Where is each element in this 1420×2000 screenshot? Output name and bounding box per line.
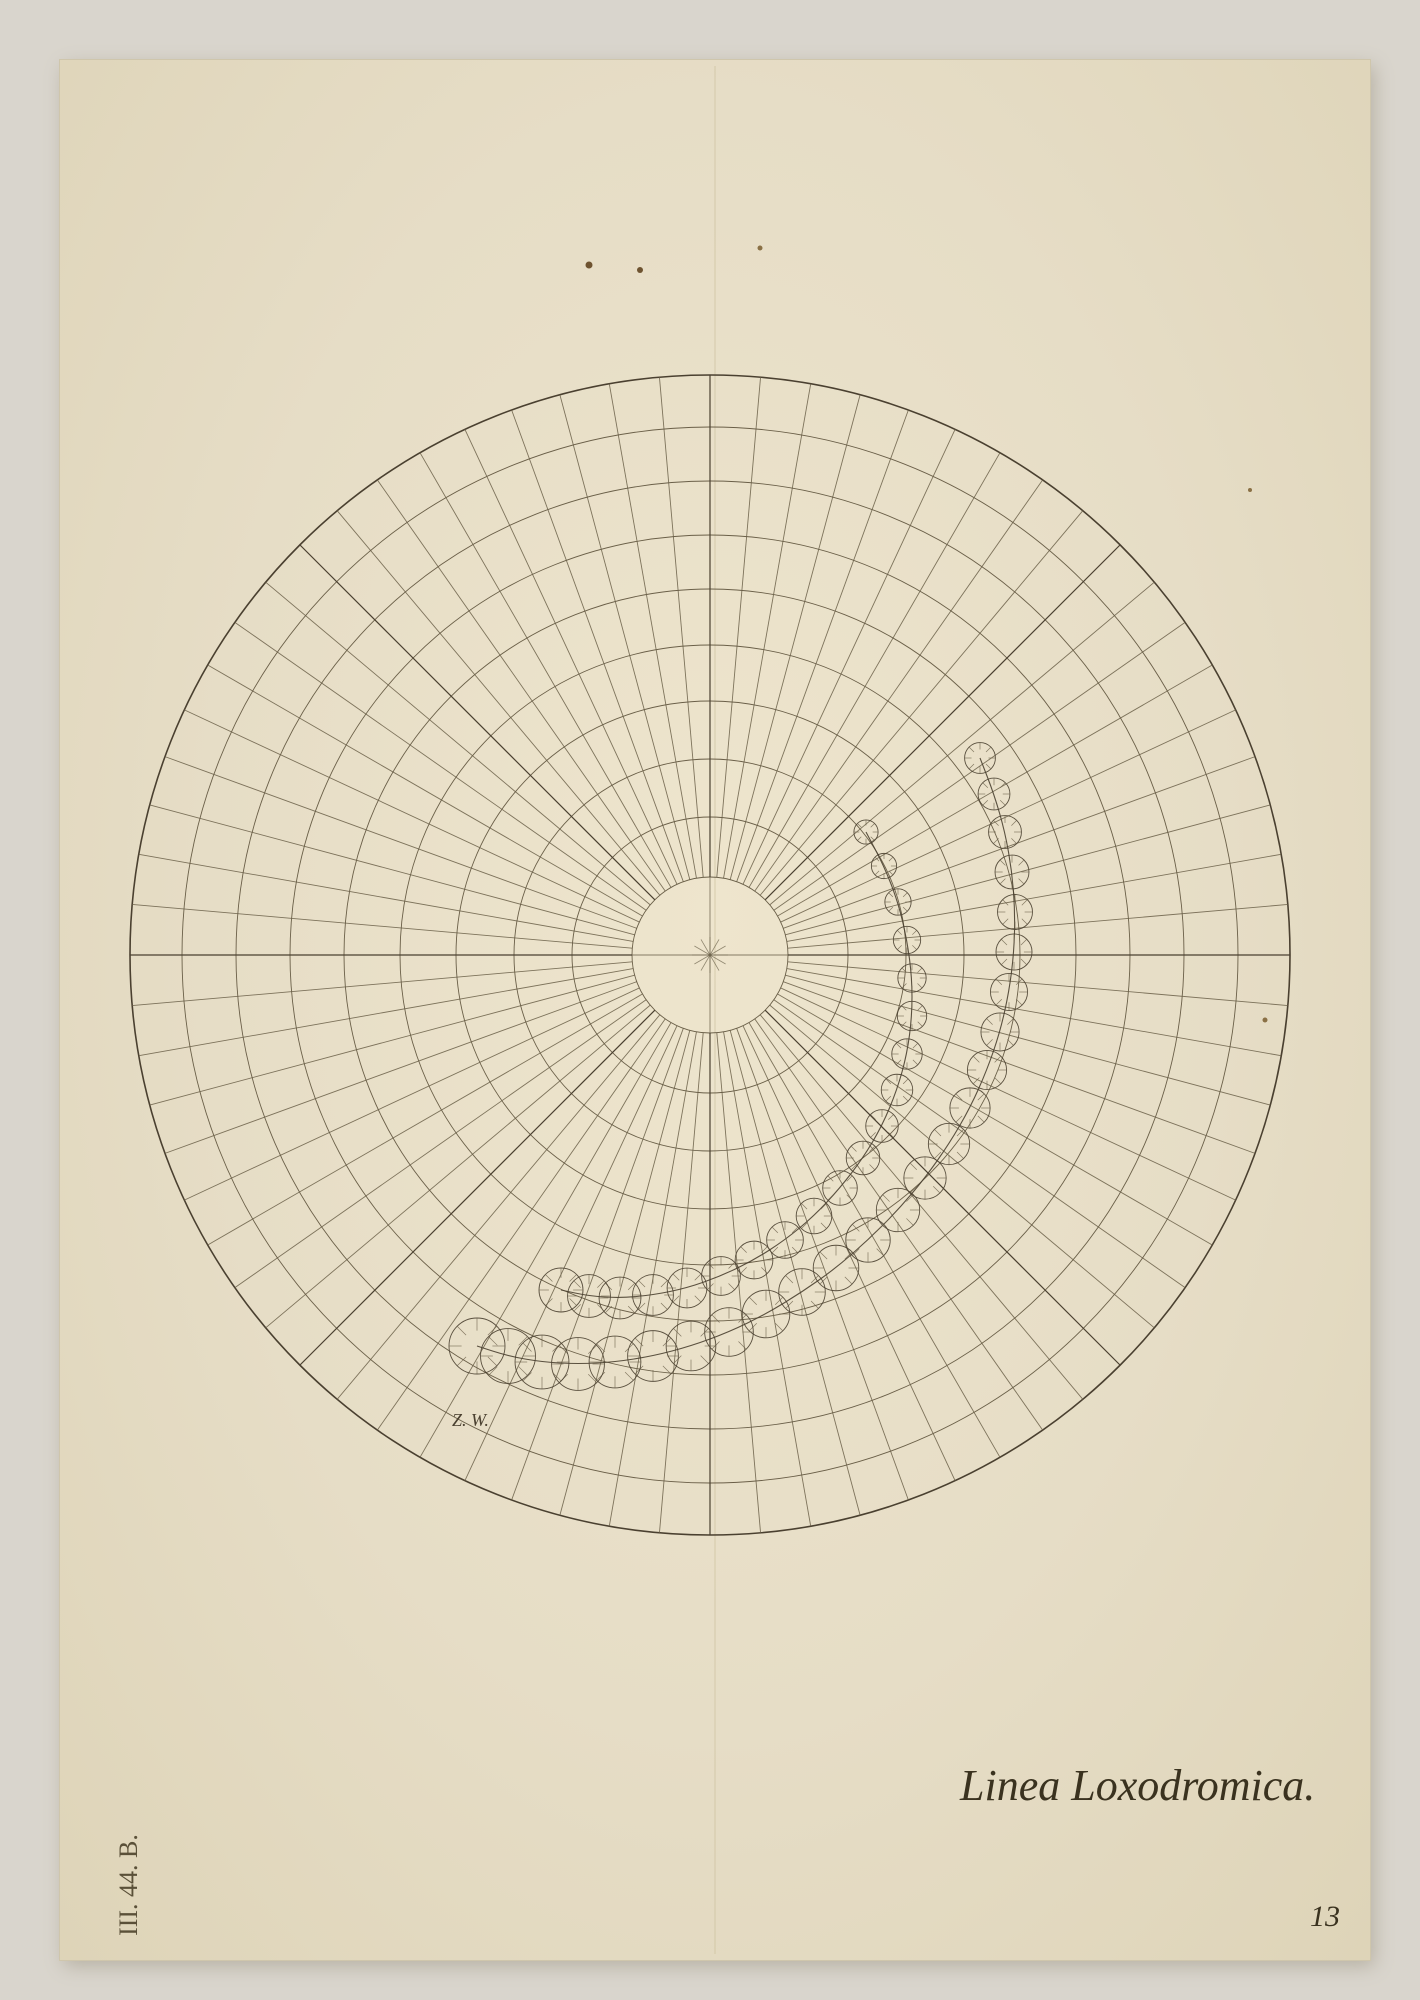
loxodrome-inner-marker	[796, 1198, 832, 1234]
meridian-line	[760, 511, 1083, 896]
meridian-line	[266, 1005, 651, 1328]
manuscript-page: Z. W. Linea Loxodromica. 13 III. 44. B.	[0, 0, 1420, 2000]
meridian-line	[235, 622, 646, 910]
meridian-line	[760, 1015, 1083, 1400]
loxodrome-inner-marker	[898, 964, 926, 992]
foxing-spot	[637, 267, 643, 273]
meridian-line	[377, 480, 665, 891]
meridian-line	[755, 480, 1043, 891]
loxodrome-inner-curve	[561, 832, 912, 1297]
meridian-line	[774, 622, 1185, 910]
loxodrome-outer-marker	[950, 1088, 990, 1128]
meridian-line	[132, 904, 632, 948]
caption-title: Linea Loxodromica.	[960, 1760, 1315, 1811]
meridian-line	[783, 757, 1255, 929]
loxodrome-inner-marker	[599, 1277, 641, 1319]
meridian-line	[659, 1033, 703, 1533]
meridian-line	[788, 904, 1288, 948]
loxodrome-inner-marker	[881, 1074, 912, 1105]
loxodrome-inner-marker	[885, 889, 911, 915]
loxodrome-outer-marker	[481, 1329, 536, 1384]
meridian-line	[737, 410, 909, 882]
foxing-spot	[1263, 1018, 1268, 1023]
shelf-mark: III. 44. B.	[114, 1834, 144, 1936]
meridian-line	[717, 377, 761, 877]
meridian-line	[512, 410, 684, 882]
loxodrome-diagram: Z. W.	[0, 0, 1420, 2000]
page-number: 13	[1310, 1900, 1340, 1934]
meridian-line	[770, 582, 1155, 905]
loxodrome-inner-marker	[897, 1001, 926, 1030]
meridian-line	[165, 982, 637, 1154]
loxodrome-inner-marker	[667, 1268, 707, 1308]
chain-start-label: Z. W.	[452, 1410, 489, 1430]
foxing-spot	[758, 246, 763, 251]
foxing-spot	[1248, 488, 1252, 492]
meridian-line	[717, 1033, 761, 1533]
meridian-line	[737, 1028, 909, 1500]
meridian-line	[377, 1019, 665, 1430]
loxodrome-inner-marker	[866, 1110, 899, 1143]
meridian-line	[132, 962, 632, 1006]
meridian-line	[266, 582, 651, 905]
meridian-line	[337, 1015, 660, 1400]
meridian-line	[235, 1000, 646, 1288]
loxodrome-inner-marker	[735, 1241, 773, 1279]
meridian-line	[512, 1028, 684, 1500]
meridian-line	[165, 757, 637, 929]
foxing-spot	[586, 262, 593, 269]
meridian-line	[774, 1000, 1185, 1288]
loxodrome-inner-marker	[767, 1222, 804, 1259]
loxodrome-inner-marker	[892, 1039, 922, 1069]
meridian-line	[337, 511, 660, 896]
meridian-line	[770, 1005, 1155, 1328]
meridian-line	[788, 962, 1288, 1006]
meridian-line	[659, 377, 703, 877]
loxodrome-inner-marker	[871, 853, 896, 878]
